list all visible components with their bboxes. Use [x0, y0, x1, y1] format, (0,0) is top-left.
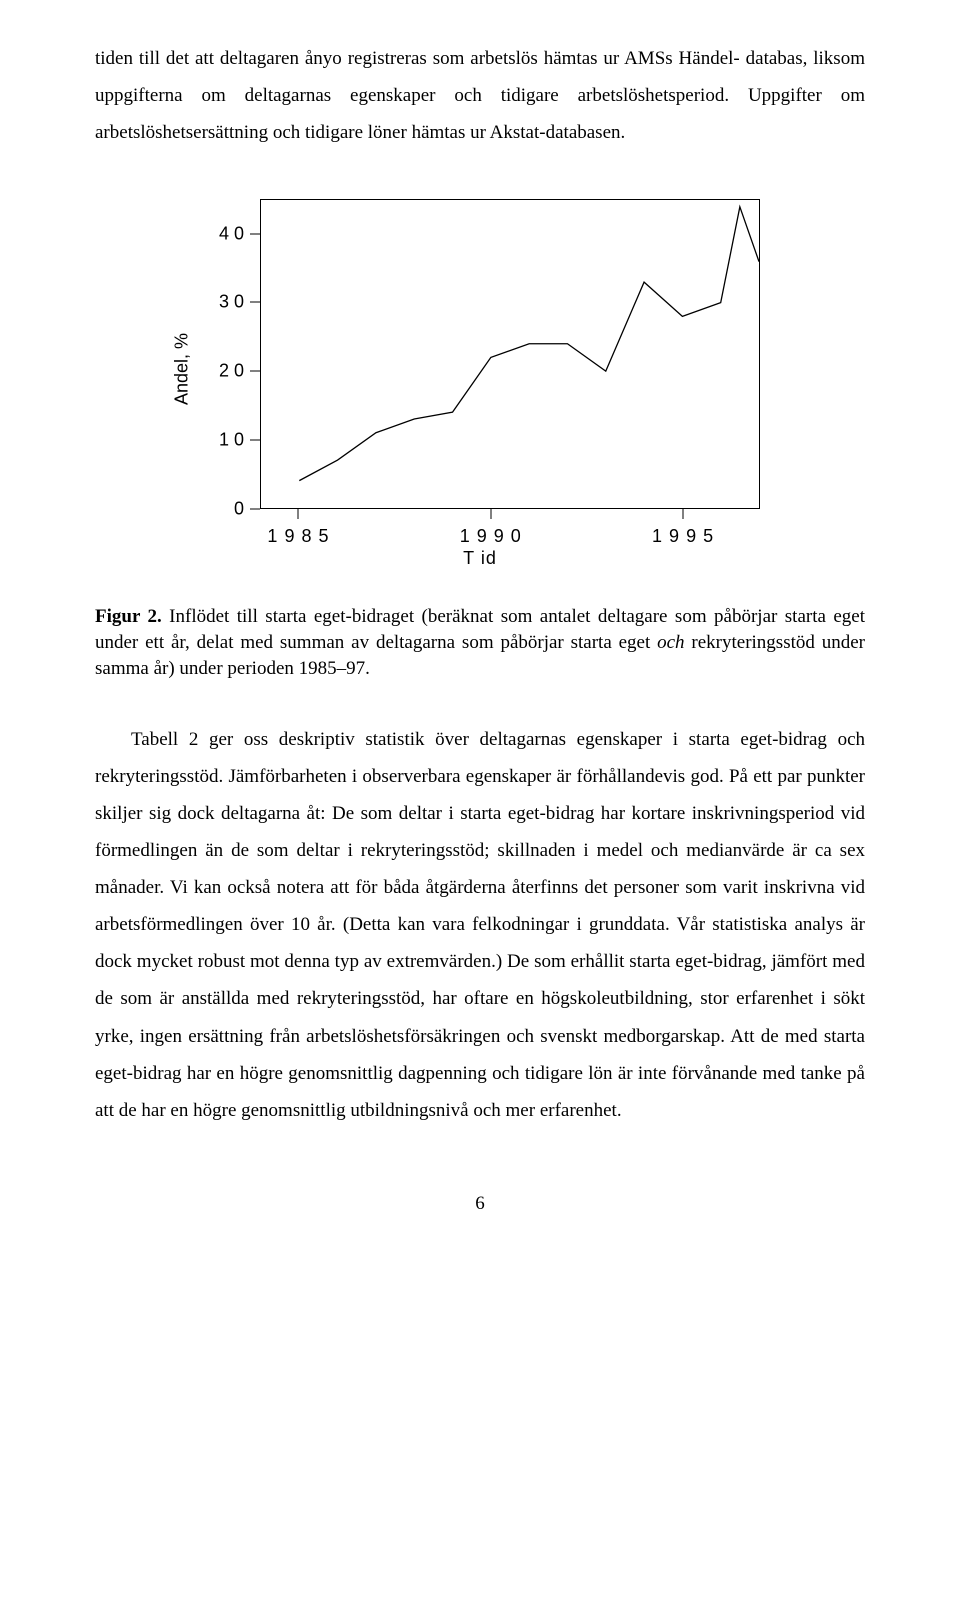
plot-area — [260, 199, 760, 509]
page-number: 6 — [95, 1185, 865, 1222]
figure-caption-em: och — [657, 632, 684, 653]
ytick-mark — [250, 302, 260, 303]
ytick-mark — [250, 509, 260, 510]
figure-label: Figur 2. — [95, 606, 162, 627]
ytick-mark — [250, 440, 260, 441]
ytick-mark — [250, 233, 260, 234]
xtick-mark — [490, 509, 491, 519]
xtick-mark — [683, 509, 684, 519]
chart-line — [299, 207, 759, 481]
xtick-label: 1 9 9 5 — [652, 519, 714, 554]
ytick-label: 1 0 — [212, 423, 244, 458]
paragraph-top: tiden till det att deltagaren ånyo regis… — [95, 40, 865, 151]
xtick-label: 1 9 9 0 — [460, 519, 522, 554]
y-axis-label: Andel, % — [164, 333, 199, 405]
ytick-label: 3 0 — [212, 285, 244, 320]
xtick-mark — [298, 509, 299, 519]
ytick-label: 4 0 — [212, 216, 244, 251]
ytick-label: 0 — [212, 492, 244, 527]
x-axis: 1 9 8 51 9 9 01 9 9 5 — [260, 509, 760, 539]
figure-chart: Andel, % 1 9 8 51 9 9 01 9 9 5 01 02 03 … — [200, 199, 760, 576]
xtick-label: 1 9 8 5 — [267, 519, 329, 554]
paragraph-bottom: Tabell 2 ger oss deskriptiv statistik öv… — [95, 721, 865, 1129]
figure-caption: Figur 2. Inflödet till starta eget-bidra… — [95, 604, 865, 681]
ytick-label: 2 0 — [212, 354, 244, 389]
ytick-mark — [250, 371, 260, 372]
